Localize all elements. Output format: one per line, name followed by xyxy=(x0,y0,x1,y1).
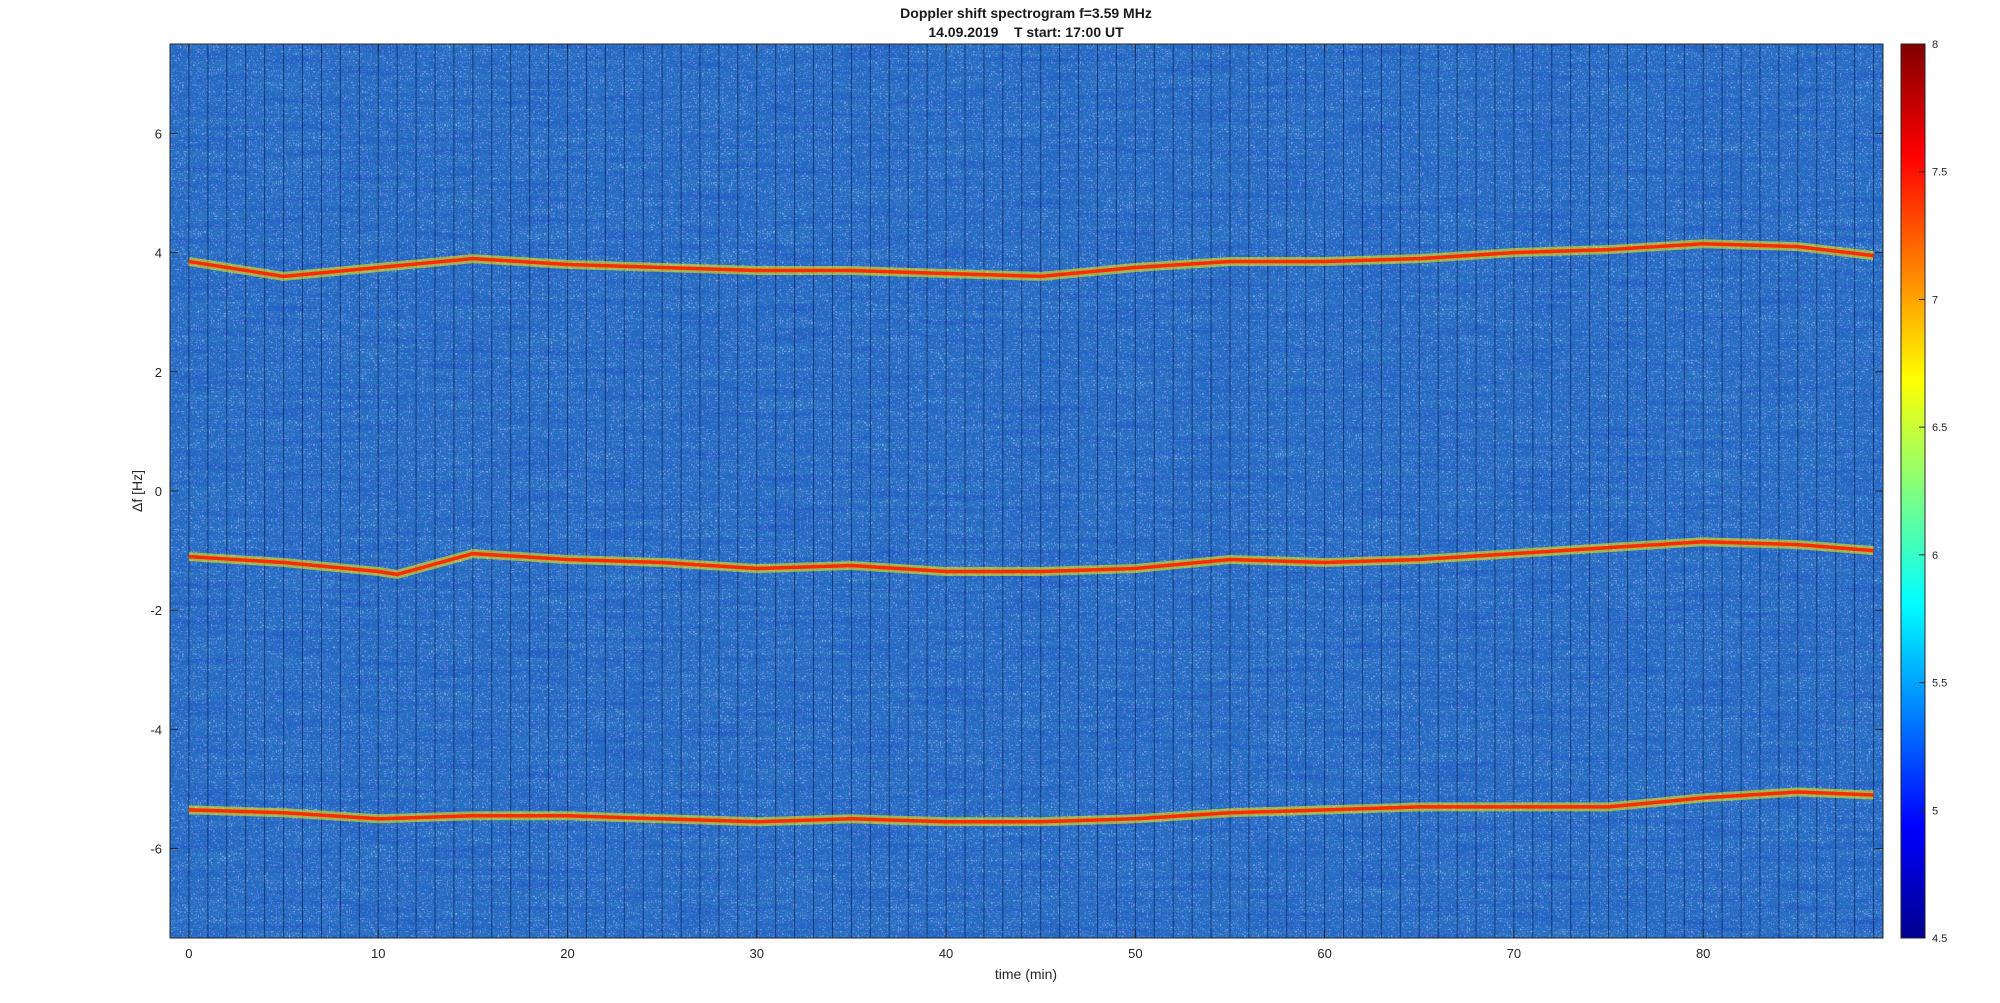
heatmap-dark-dots xyxy=(170,44,1883,938)
x-tick-label: 20 xyxy=(560,946,574,961)
colorbar-tick-label: 6 xyxy=(1932,550,1938,562)
signal-traces xyxy=(188,239,1875,827)
y-tick-label: 0 xyxy=(155,484,162,499)
chart-subtitle: 14.09.2019 T start: 17:00 UT xyxy=(928,24,1124,40)
colorbar-tick-label: 5 xyxy=(1932,805,1938,817)
x-tick-label: 50 xyxy=(1128,946,1142,961)
x-tick-label: 0 xyxy=(185,946,192,961)
colorbar-tick-label: 6.5 xyxy=(1932,422,1947,434)
colorbar-ticks: 4.5 5 5.5 6 6.5 7 7.5 8 xyxy=(1919,39,1947,945)
y-axis-label: Δf [Hz] xyxy=(129,470,145,512)
y-tick-label: -2 xyxy=(150,603,162,618)
x-tick-label: 40 xyxy=(939,946,953,961)
y-tick-label: 4 xyxy=(155,246,162,261)
trace-1 xyxy=(188,241,1874,279)
y-tick-label: -6 xyxy=(150,842,162,857)
colorbar-tick-label: 7.5 xyxy=(1932,167,1947,179)
colorbar-tick-label: 4.5 xyxy=(1932,933,1947,945)
x-axis-label: time (min) xyxy=(995,966,1057,982)
chart-title: Doppler shift spectrogram f=3.59 MHz xyxy=(900,5,1152,21)
colorbar-tick-label: 8 xyxy=(1932,39,1938,51)
x-tick-label: 70 xyxy=(1507,946,1521,961)
colorbar-tick-label: 7 xyxy=(1932,294,1938,306)
x-tick-label: 80 xyxy=(1696,946,1710,961)
y-tick-label: 2 xyxy=(155,365,162,380)
colorbar xyxy=(1900,43,1926,939)
colorbar-tick-label: 5.5 xyxy=(1932,678,1947,690)
x-tick-label: 60 xyxy=(1317,946,1331,961)
y-tick-label: 6 xyxy=(155,126,162,141)
y-tick-label: -4 xyxy=(150,722,162,737)
plot-area xyxy=(170,44,1883,938)
x-tick-label: 30 xyxy=(750,946,764,961)
x-axis: 0 10 20 30 40 50 60 70 80 xyxy=(185,44,1710,961)
y-axis: -6 -4 -2 0 2 4 6 xyxy=(150,126,1883,857)
trace-2 xyxy=(188,539,1874,577)
trace-3 xyxy=(188,790,1874,824)
x-tick-label: 10 xyxy=(371,946,385,961)
